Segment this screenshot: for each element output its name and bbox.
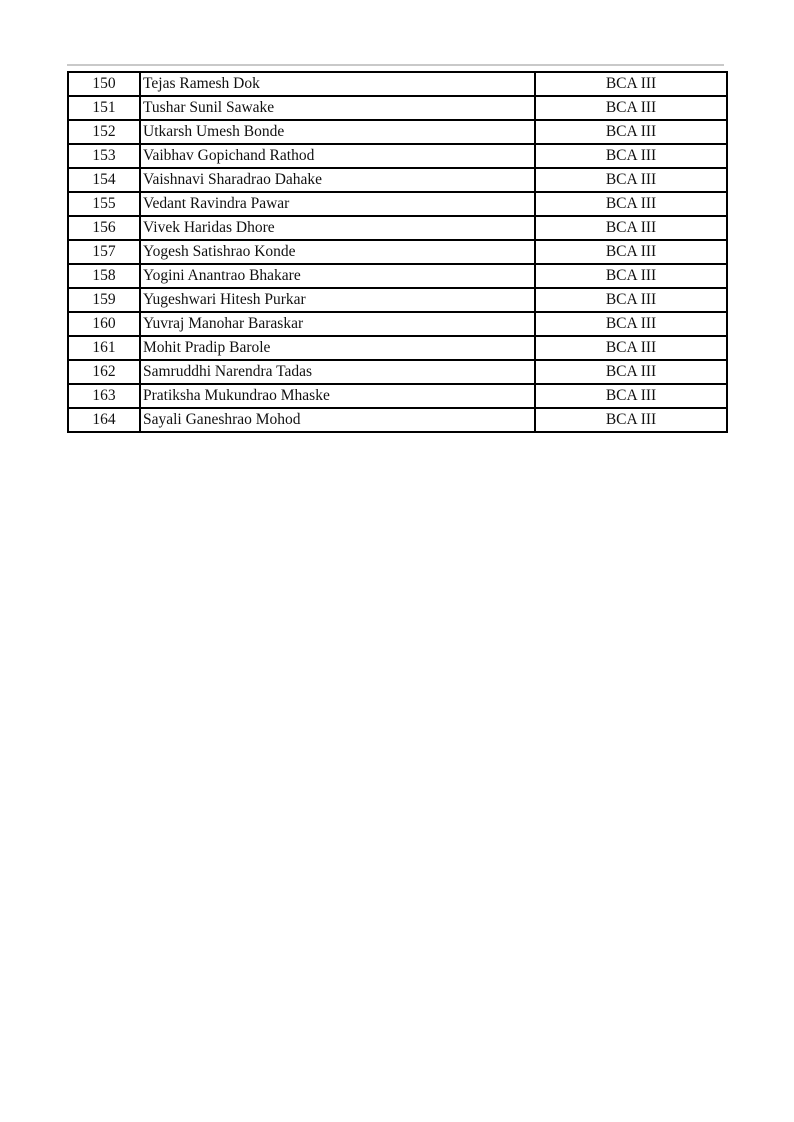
- roll-number-cell: 153: [67, 143, 141, 169]
- student-name-cell: Yogini Anantrao Bhakare: [139, 263, 536, 289]
- table-row: 162 Samruddhi Narendra Tadas BCA III: [67, 359, 728, 385]
- table-row: 152 Utkarsh Umesh Bonde BCA III: [67, 119, 728, 145]
- student-name-cell: Vivek Haridas Dhore: [139, 215, 536, 241]
- class-cell: BCA III: [534, 71, 728, 97]
- student-name-cell: Vaishnavi Sharadrao Dahake: [139, 167, 536, 193]
- roll-number-cell: 163: [67, 383, 141, 409]
- table-row: 154 Vaishnavi Sharadrao Dahake BCA III: [67, 167, 728, 193]
- roll-number-cell: 156: [67, 215, 141, 241]
- class-cell: BCA III: [534, 191, 728, 217]
- class-cell: BCA III: [534, 383, 728, 409]
- student-name-cell: Samruddhi Narendra Tadas: [139, 359, 536, 385]
- roll-number-cell: 150: [67, 71, 141, 97]
- class-cell: BCA III: [534, 407, 728, 433]
- table-row: 156 Vivek Haridas Dhore BCA III: [67, 215, 728, 241]
- table-row: 163 Pratiksha Mukundrao Mhaske BCA III: [67, 383, 728, 409]
- student-name-cell: Vaibhav Gopichand Rathod: [139, 143, 536, 169]
- roll-number-cell: 154: [67, 167, 141, 193]
- table-row: 151 Tushar Sunil Sawake BCA III: [67, 95, 728, 121]
- class-cell: BCA III: [534, 119, 728, 145]
- class-cell: BCA III: [534, 143, 728, 169]
- student-name-cell: Mohit Pradip Barole: [139, 335, 536, 361]
- roll-number-cell: 161: [67, 335, 141, 361]
- student-table-body: 150 Tejas Ramesh Dok BCA III 151 Tushar Suni…: [67, 71, 728, 433]
- class-cell: BCA III: [534, 263, 728, 289]
- table-row: 158 Yogini Anantrao Bhakare BCA III: [67, 263, 728, 289]
- class-cell: BCA III: [534, 215, 728, 241]
- roll-number-cell: 158: [67, 263, 141, 289]
- table-row: 157 Yogesh Satishrao Konde BCA III: [67, 239, 728, 265]
- class-cell: BCA III: [534, 311, 728, 337]
- student-name-cell: Pratiksha Mukundrao Mhaske: [139, 383, 536, 409]
- class-cell: BCA III: [534, 95, 728, 121]
- roll-number-cell: 164: [67, 407, 141, 433]
- student-list-table: 150 Tejas Ramesh Dok BCA III 151 Tushar Suni…: [67, 71, 728, 433]
- table-row: 159 Yugeshwari Hitesh Purkar BCA III: [67, 287, 728, 313]
- table-row: 153 Vaibhav Gopichand Rathod BCA III: [67, 143, 728, 169]
- class-cell: BCA III: [534, 167, 728, 193]
- scan-artifact-line: [67, 64, 724, 66]
- student-name-cell: Yogesh Satishrao Konde: [139, 239, 536, 265]
- roll-number-cell: 152: [67, 119, 141, 145]
- roll-number-cell: 157: [67, 239, 141, 265]
- class-cell: BCA III: [534, 359, 728, 385]
- table-row: 150 Tejas Ramesh Dok BCA III: [67, 71, 728, 97]
- roll-number-cell: 160: [67, 311, 141, 337]
- roll-number-cell: 159: [67, 287, 141, 313]
- student-name-cell: Yugeshwari Hitesh Purkar: [139, 287, 536, 313]
- table-row: 155 Vedant Ravindra Pawar BCA III: [67, 191, 728, 217]
- roll-number-cell: 151: [67, 95, 141, 121]
- class-cell: BCA III: [534, 239, 728, 265]
- roll-number-cell: 162: [67, 359, 141, 385]
- class-cell: BCA III: [534, 335, 728, 361]
- student-name-cell: Vedant Ravindra Pawar: [139, 191, 536, 217]
- student-name-cell: Utkarsh Umesh Bonde: [139, 119, 536, 145]
- student-name-cell: Tejas Ramesh Dok: [139, 71, 536, 97]
- table-row: 164 Sayali Ganeshrao Mohod BCA III: [67, 407, 728, 433]
- student-name-cell: Yuvraj Manohar Baraskar: [139, 311, 536, 337]
- class-cell: BCA III: [534, 287, 728, 313]
- student-name-cell: Tushar Sunil Sawake: [139, 95, 536, 121]
- table-row: 161 Mohit Pradip Barole BCA III: [67, 335, 728, 361]
- student-name-cell: Sayali Ganeshrao Mohod: [139, 407, 536, 433]
- table-row: 160 Yuvraj Manohar Baraskar BCA III: [67, 311, 728, 337]
- roll-number-cell: 155: [67, 191, 141, 217]
